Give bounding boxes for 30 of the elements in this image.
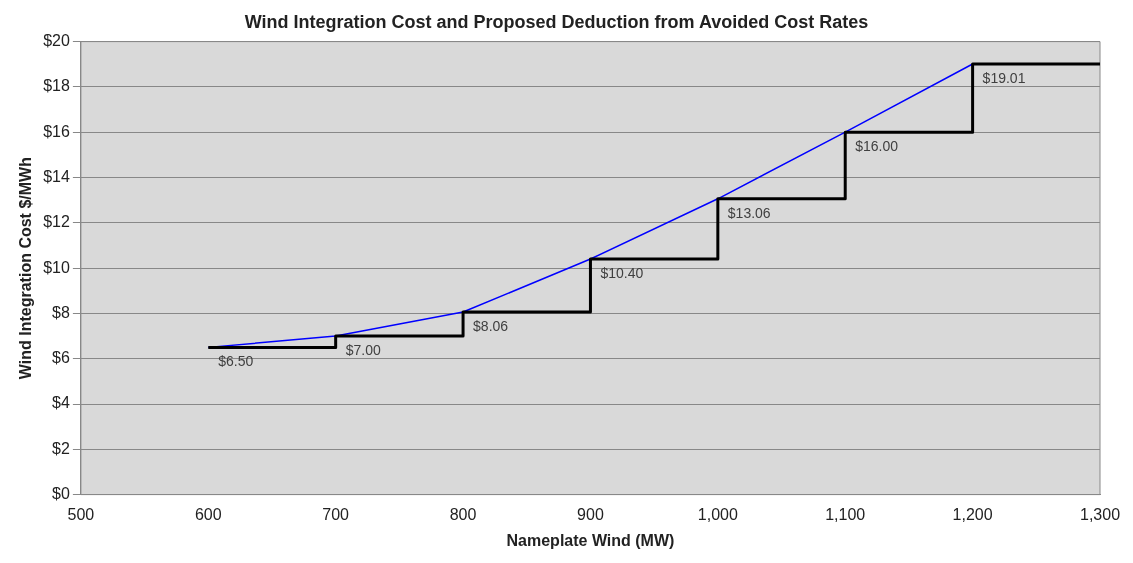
y-tick-label: $14: [43, 167, 70, 185]
y-tick-label: $20: [43, 32, 70, 50]
y-tick-label: $8: [52, 303, 70, 321]
x-tick-label: 800: [449, 505, 477, 523]
x-tick-label: 1,300: [1079, 505, 1121, 523]
data-label: $7.00: [345, 341, 381, 358]
y-tick-label: $12: [43, 213, 70, 231]
data-label: $13.06: [727, 204, 771, 221]
y-tick-label: $6: [52, 349, 70, 367]
y-axis-title: Wind Integration Cost $/MWh: [17, 157, 35, 380]
y-tick-label: $4: [52, 394, 70, 412]
y-tick-label: $2: [52, 439, 70, 457]
data-label: $16.00: [855, 138, 899, 155]
y-tick-label: $0: [52, 485, 70, 503]
data-label: $19.01: [982, 69, 1026, 86]
x-tick-label: 600: [194, 505, 222, 523]
y-tick-label: $10: [43, 258, 70, 276]
x-tick-label: 700: [322, 505, 350, 523]
x-axis-title: Nameplate Wind (MW): [506, 531, 675, 549]
y-tick-label: $16: [43, 122, 70, 140]
y-tick-label: $18: [43, 77, 70, 95]
x-tick-label: 1,200: [952, 505, 993, 523]
x-tick-label: 1,000: [697, 505, 738, 523]
data-label: $6.50: [218, 353, 254, 370]
chart-title: Wind Integration Cost and Proposed Deduction from Avoided Cost Rates: [244, 11, 869, 32]
data-label: $10.40: [600, 264, 644, 281]
x-tick-label: 1,100: [825, 505, 866, 523]
data-label: $8.06: [473, 317, 509, 334]
x-tick-label: 500: [67, 505, 95, 523]
x-tick-label: 900: [577, 505, 604, 523]
